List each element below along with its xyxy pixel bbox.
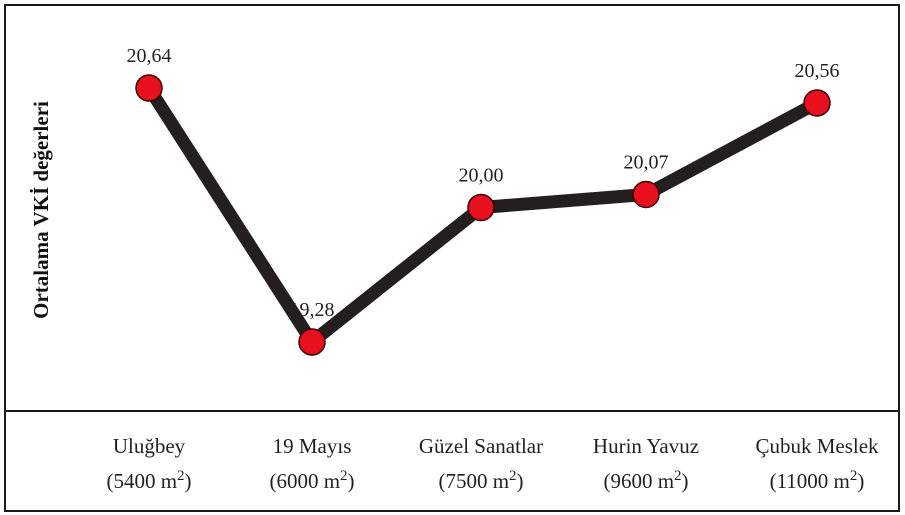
value-label-layer: 20,64 19,28 20,00 20,07 20,56 (127, 45, 840, 321)
data-label: 20,07 (624, 151, 669, 173)
category-area-label: (7500 m2) (438, 468, 523, 493)
data-label: 19,28 (290, 299, 335, 321)
category-label: Çubuk Meslek (755, 434, 879, 458)
data-point (632, 180, 660, 209)
category-area-label: (9600 m2) (603, 468, 688, 493)
data-point (135, 74, 163, 102)
category-label-layer: Uluğbey (5400 m2) 19 Mayıs (6000 m2) Güzel S… (106, 434, 879, 493)
category-area-label: (5400 m2) (106, 468, 191, 493)
point-layer (135, 74, 831, 356)
data-label: 20,00 (459, 165, 504, 187)
data-point (803, 89, 831, 117)
category-label: Uluğbey (113, 434, 186, 458)
data-label: 20,64 (127, 45, 172, 67)
category-label: Güzel Sanatlar (419, 434, 543, 458)
y-axis-title: Ortalama VKİ değerleri (29, 101, 53, 319)
category-area-label: (11000 m2) (770, 468, 865, 493)
chart-frame (4, 4, 900, 512)
data-point (298, 328, 326, 356)
data-point (467, 193, 495, 222)
category-label: 19 Mayıs (273, 434, 352, 458)
category-label: Hurin Yavuz (593, 434, 699, 458)
data-label: 20,56 (795, 60, 840, 82)
category-area-label: (6000 m2) (269, 468, 354, 493)
